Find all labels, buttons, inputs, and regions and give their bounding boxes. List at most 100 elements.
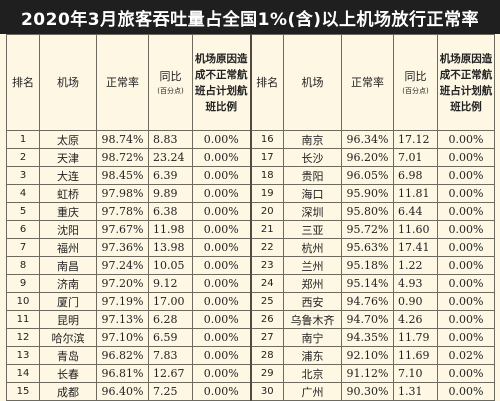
airport-cause-ratio-cell: 0.00% <box>192 328 252 347</box>
on-time-rate-cell: 97.78% <box>96 202 149 221</box>
airport-cell: 青岛 <box>39 346 97 365</box>
rank-cell: 8 <box>6 256 40 275</box>
airport-cell: 浦东 <box>283 346 342 365</box>
airport-cause-ratio-cell: 0.00% <box>437 184 495 203</box>
airport-cause-ratio-cell: 0.00% <box>192 130 252 149</box>
table-row: 15 成都 96.40% 7.25 0.00% 30 广州 90.30% 1.31 0.00% <box>6 382 495 401</box>
airport-cause-ratio-cell: 0.00% <box>437 256 495 275</box>
rank-cell: 25 <box>250 292 284 311</box>
rank-cell: 5 <box>6 202 40 221</box>
airport-cell: 南宁 <box>283 328 342 347</box>
on-time-rate-cell: 98.45% <box>96 166 149 185</box>
rank-cell: 3 <box>6 166 40 185</box>
airport-cell: 天津 <box>39 148 97 167</box>
header-airport: 机场 <box>39 34 97 131</box>
airport-cell: 成都 <box>39 382 97 401</box>
on-time-rate-cell: 96.40% <box>96 382 149 401</box>
rank-cell: 27 <box>250 328 284 347</box>
table-row: 10 厦门 97.19% 17.00 0.00% 25 西安 94.76% 0.90 0.00% <box>6 292 495 311</box>
airport-cell: 厦门 <box>39 292 97 311</box>
rank-cell: 9 <box>6 274 40 293</box>
yoy-change-cell: 6.98 <box>393 166 438 185</box>
table-row: 9 济南 97.20% 9.12 0.00% 24 郑州 95.14% 4.93 0.00% <box>6 274 495 293</box>
airport-cell: 济南 <box>39 274 97 293</box>
airport-cause-ratio-cell: 0.00% <box>192 382 252 401</box>
airport-cell: 长春 <box>39 364 97 383</box>
on-time-rate-cell: 98.74% <box>96 130 149 149</box>
airport-cell: 福州 <box>39 238 97 257</box>
on-time-rate-cell: 97.13% <box>96 310 149 329</box>
rank-cell: 1 <box>6 130 40 149</box>
airport-cell: 乌鲁木齐 <box>283 310 342 329</box>
rank-cell: 21 <box>250 220 284 239</box>
airport-cell: 大连 <box>39 166 97 185</box>
yoy-change-cell: 11.69 <box>393 346 438 365</box>
on-time-rate-cell: 96.81% <box>96 364 149 383</box>
rank-cell: 17 <box>250 148 284 167</box>
airport-cell: 西安 <box>283 292 342 311</box>
airport-cause-ratio-cell: 0.00% <box>437 166 495 185</box>
yoy-change-cell: 6.59 <box>148 328 193 347</box>
airport-cell: 长沙 <box>283 148 342 167</box>
on-time-rate-cell: 97.24% <box>96 256 149 275</box>
rank-cell: 18 <box>250 166 284 185</box>
table-row: 14 长春 96.81% 12.67 0.00% 29 北京 91.12% 7.10 0.00% <box>6 364 495 383</box>
rank-cell: 6 <box>6 220 40 239</box>
airport-cause-ratio-cell: 0.00% <box>437 328 495 347</box>
page-title: 2020年3月旅客吞吐量占全国1%(含)以上机场放行正常率 <box>0 0 500 34</box>
yoy-change-cell: 9.12 <box>148 274 193 293</box>
on-time-rate-cell: 95.63% <box>341 238 394 257</box>
rank-cell: 16 <box>250 130 284 149</box>
on-time-rate-cell: 97.98% <box>96 184 149 203</box>
on-time-rate-cell: 94.76% <box>341 292 394 311</box>
airport-cause-ratio-cell: 0.00% <box>192 364 252 383</box>
airport-cause-ratio-cell: 0.00% <box>192 238 252 257</box>
table-row: 11 昆明 97.13% 6.28 0.00% 26 乌鲁木齐 94.70% 4.26 0.00% <box>6 310 495 329</box>
airport-cell: 重庆 <box>39 202 97 221</box>
airport-cause-ratio-cell: 0.00% <box>437 364 495 383</box>
airport-cause-ratio-cell: 0.00% <box>192 220 252 239</box>
table-row: 6 沈阳 97.67% 11.98 0.00% 21 三亚 95.72% 11.60 0.00% <box>6 220 495 239</box>
airport-cause-ratio-cell: 0.00% <box>437 238 495 257</box>
header-yoy-label: 同比 <box>404 69 427 83</box>
airport-cell: 沈阳 <box>39 220 97 239</box>
airport-cell: 贵阳 <box>283 166 342 185</box>
rank-cell: 22 <box>250 238 284 257</box>
airport-cause-ratio-cell: 0.00% <box>437 382 495 401</box>
table-row: 2 天津 98.72% 23.24 0.00% 17 长沙 96.20% 7.01 0.00% <box>6 148 495 167</box>
yoy-change-cell: 17.12 <box>393 130 438 149</box>
on-time-rate-cell: 95.18% <box>341 256 394 275</box>
airport-cause-ratio-cell: 0.00% <box>437 220 495 239</box>
airport-cell: 太原 <box>39 130 97 149</box>
airport-cell: 哈尔滨 <box>39 328 97 347</box>
on-time-rate-cell: 97.10% <box>96 328 149 347</box>
header-yoy-unit: (百分点) <box>157 86 184 95</box>
airport-cause-ratio-cell: 0.00% <box>437 310 495 329</box>
yoy-change-cell: 4.26 <box>393 310 438 329</box>
yoy-change-cell: 10.05 <box>148 256 193 275</box>
on-time-rate-cell: 95.14% <box>341 274 394 293</box>
yoy-change-cell: 6.28 <box>148 310 193 329</box>
rank-cell: 29 <box>250 364 284 383</box>
rank-cell: 24 <box>250 274 284 293</box>
airport-cause-ratio-cell: 0.00% <box>192 256 252 275</box>
rank-cell: 19 <box>250 184 284 203</box>
header-reason: 机场原因造成不正常航班占计划航班比例 <box>437 34 495 131</box>
yoy-change-cell: 11.79 <box>393 328 438 347</box>
airport-cell: 南京 <box>283 130 342 149</box>
airport-cause-ratio-cell: 0.02% <box>437 346 495 365</box>
header-yoy: 同比 (百分点) <box>148 34 193 131</box>
rank-cell: 23 <box>250 256 284 275</box>
header-on-time: 正常率 <box>341 34 394 131</box>
table-row: 13 青岛 96.82% 7.83 0.00% 28 浦东 92.10% 11.69 0.02% <box>6 346 495 365</box>
yoy-change-cell: 1.31 <box>393 382 438 401</box>
on-time-rate-cell: 97.19% <box>96 292 149 311</box>
rank-cell: 11 <box>6 310 40 329</box>
table-row: 8 南昌 97.24% 10.05 0.00% 23 兰州 95.18% 1.22 0.00% <box>6 256 495 275</box>
airport-cause-ratio-cell: 0.00% <box>437 292 495 311</box>
airport-cell: 南昌 <box>39 256 97 275</box>
on-time-rate-cell: 97.20% <box>96 274 149 293</box>
yoy-change-cell: 1.22 <box>393 256 438 275</box>
on-time-rate-cell: 96.34% <box>341 130 394 149</box>
airport-cell: 杭州 <box>283 238 342 257</box>
